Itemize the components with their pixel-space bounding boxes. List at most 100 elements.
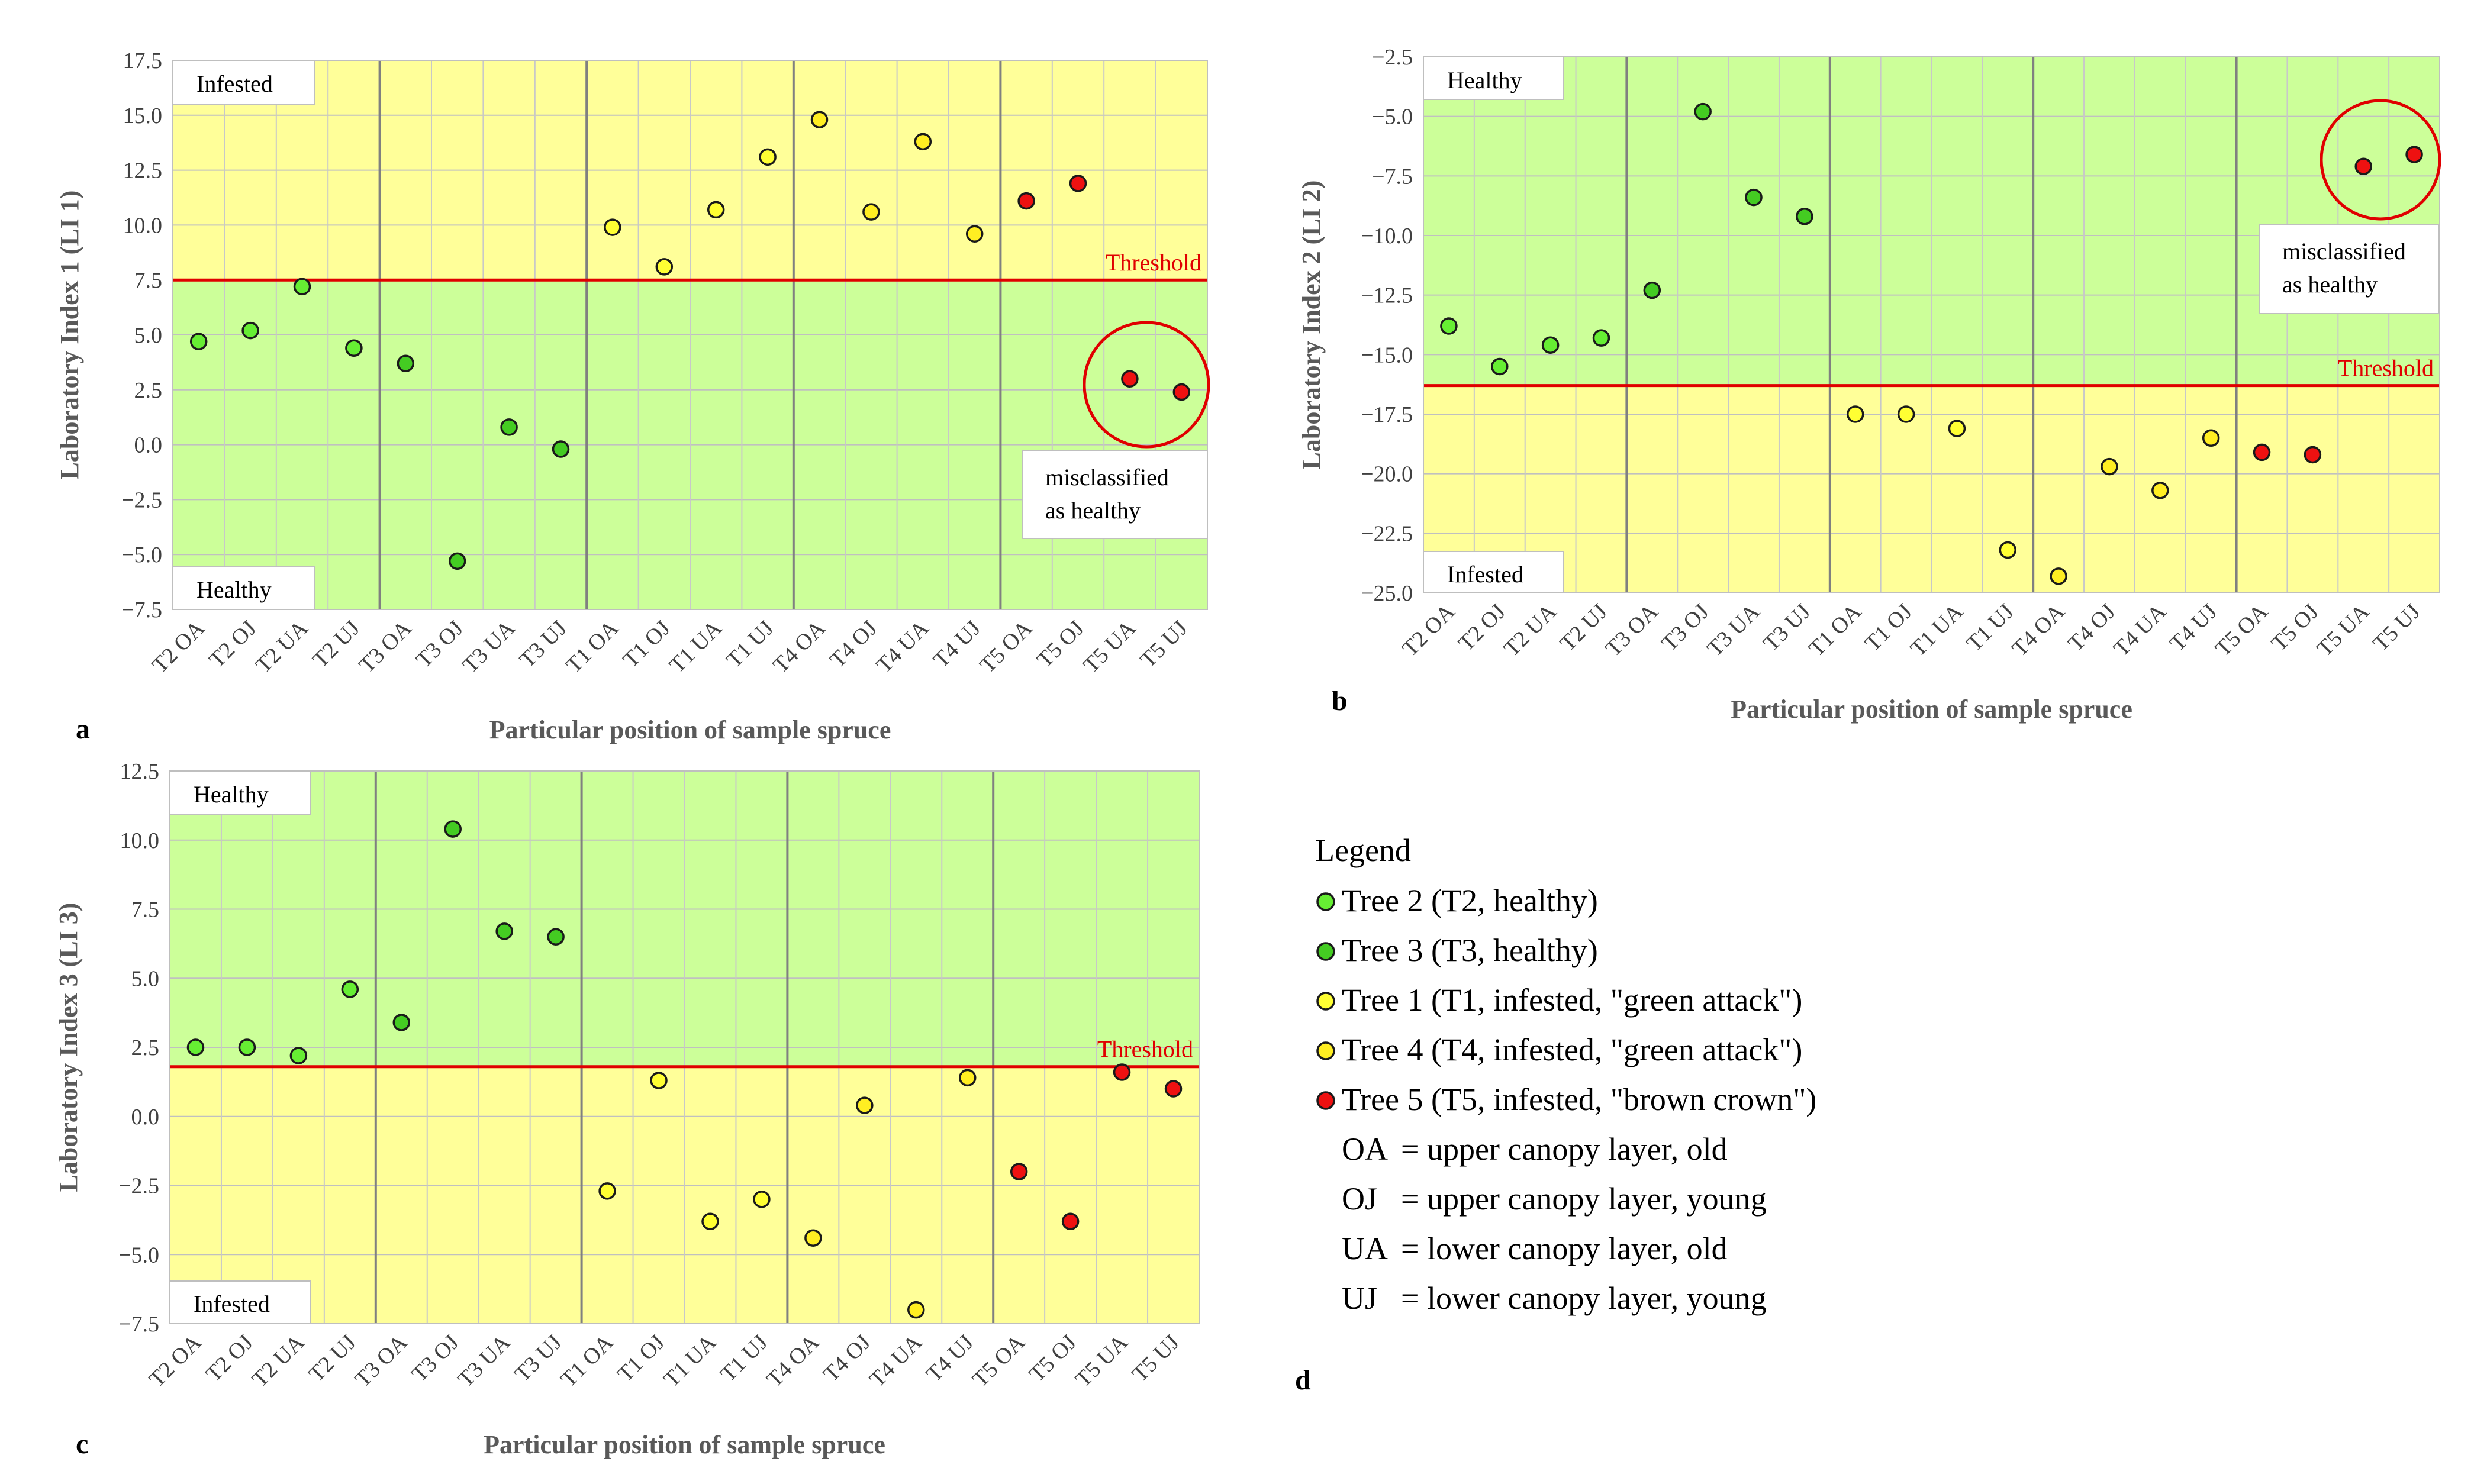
panel-letter-a: a (76, 714, 90, 745)
x-tick-label: T5 OA (2211, 599, 2273, 661)
data-point-t2-uj (345, 339, 363, 357)
x-tick-label: T2 UA (251, 615, 313, 678)
threshold-label: Threshold (1106, 249, 1201, 276)
x-tick-label: T5 OJ (1025, 1330, 1081, 1387)
y-tick-label: 0.0 (134, 433, 163, 458)
x-tick-label: T4 OJ (825, 616, 882, 673)
y-tick-label: −2.5 (121, 488, 162, 512)
y-tick-label: −12.5 (1361, 283, 1413, 308)
y-tick-label: 2.5 (131, 1035, 160, 1060)
x-tick-label: T5 OA (975, 615, 1037, 678)
legend-marker-t2 (1316, 892, 1335, 911)
lower-zone-label: Infested (194, 1291, 270, 1317)
data-point-t5-oj (1061, 1212, 1080, 1230)
x-tick-label: T2 OJ (1454, 599, 1510, 656)
y-tick-label: 0.0 (131, 1105, 160, 1130)
x-tick-label: T3 OJ (1657, 599, 1713, 656)
data-point-t4-oa (804, 1229, 822, 1247)
legend-abbr-oj: OJ (1342, 1181, 1377, 1217)
x-tick-label: T3 UJ (515, 616, 572, 673)
x-tick-label: T4 OA (768, 615, 830, 678)
x-tick-label: T5 UA (2312, 599, 2375, 661)
x-tick-label: T1 UA (1906, 599, 1968, 661)
upper-zone-box (169, 770, 311, 815)
data-point-t3-uj (1796, 208, 1813, 225)
data-point-t1-ua (1948, 420, 1966, 437)
x-tick-label: T5 UA (1071, 1330, 1133, 1392)
legend-abbr-desc-ua: = lower canopy layer, old (1401, 1231, 1728, 1266)
y-tick-label: 7.5 (131, 898, 160, 922)
x-tick-label: T1 OJ (1860, 599, 1917, 656)
data-point-t2-oa (1440, 317, 1458, 335)
x-tick-label: T3 UA (1702, 599, 1764, 661)
x-tick-label: T4 UA (865, 1330, 927, 1392)
data-point-t5-oj (1069, 175, 1087, 192)
data-point-t1-uj (753, 1191, 771, 1208)
data-point-t1-oj (655, 258, 674, 276)
x-tick-label: T1 UJ (716, 1330, 772, 1387)
x-tick-label: T3 UA (458, 615, 520, 678)
x-tick-label: T5 OJ (1032, 616, 1089, 673)
y-tick-label: −7.5 (118, 1312, 159, 1337)
data-point-t1-ua (701, 1212, 719, 1230)
data-point-t4-ua (907, 1301, 925, 1319)
x-tick-label: T5 UJ (1127, 1330, 1184, 1387)
y-tick-label: 2.5 (134, 378, 163, 403)
data-point-t4-oa (2050, 567, 2067, 585)
misclassified-note-line1: misclassified (1045, 464, 1169, 491)
y-tick-label: 12.5 (120, 759, 160, 784)
upper-zone-label: Healthy (1447, 67, 1522, 93)
x-tick-label: T1 OA (1804, 599, 1866, 661)
x-tick-label: T1 OJ (618, 616, 675, 673)
upper-zone-label: Infested (196, 70, 273, 97)
data-point-t5-oa (1017, 192, 1035, 210)
data-point-t5-uj (2405, 146, 2423, 163)
plot-border (172, 60, 1208, 610)
y-tick-label: −2.5 (118, 1174, 159, 1199)
data-point-t2-oa (189, 333, 208, 350)
x-tick-label: T4 OJ (2063, 599, 2120, 656)
x-tick-label: T2 OA (144, 1330, 207, 1392)
x-tick-label: T2 OJ (201, 1330, 258, 1387)
x-tick-label: T2 OA (1397, 599, 1460, 661)
legend: Legend Tree 2 (T2, healthy) Tree 3 (T3, h… (1315, 833, 1816, 1316)
data-point-t4-ua (2151, 482, 2169, 499)
y-tick-label: 10.0 (120, 828, 160, 853)
y-tick-label: 5.0 (134, 323, 163, 348)
data-point-t2-oj (238, 1038, 256, 1056)
lower-zone-label: Infested (1447, 561, 1523, 588)
data-point-t1-oa (1846, 405, 1864, 423)
y-tick-label: −20.0 (1361, 462, 1413, 487)
x-tick-label: T1 UA (659, 1330, 721, 1392)
data-point-t1-uj (1999, 541, 2017, 559)
data-point-t1-oj (650, 1072, 668, 1089)
data-point-t2-ua (1541, 336, 1560, 354)
y-tick-label: −2.5 (1372, 45, 1413, 70)
y-tick-label: −5.0 (118, 1243, 159, 1267)
y-tick-label: 10.0 (123, 213, 163, 238)
x-tick-label: T5 UJ (2368, 599, 2425, 656)
data-point-t4-uj (2202, 429, 2220, 447)
legend-title: Legend (1315, 833, 1411, 868)
x-tick-label: T2 UJ (1555, 599, 1612, 656)
plot-border (169, 770, 1200, 1324)
y-axis-title: Laboratory Index 1 (LI 1) (55, 191, 84, 480)
misclassified-note-line2: as healthy (1045, 497, 1141, 524)
x-tick-label: T4 OJ (819, 1330, 875, 1387)
x-tick-label: T3 OA (350, 1330, 413, 1392)
lower-zone-label: Healthy (196, 576, 272, 603)
data-point-t4-oj (862, 203, 880, 221)
plot-border (1423, 56, 2440, 593)
data-point-t5-uj (1164, 1080, 1183, 1098)
misclassified-circle (2320, 99, 2441, 221)
data-point-t3-oj (444, 820, 462, 838)
data-point-t3-uj (552, 440, 570, 458)
x-tick-label: T3 UJ (510, 1330, 566, 1387)
data-point-t5-ua (2354, 157, 2372, 175)
legend-abbr-desc-oj: = upper canopy layer, young (1401, 1181, 1767, 1217)
y-tick-label: −15.0 (1361, 343, 1413, 367)
data-point-t3-oa (1643, 281, 1661, 299)
data-point-t2-ua (289, 1047, 308, 1064)
y-tick-label: 17.5 (123, 49, 163, 73)
